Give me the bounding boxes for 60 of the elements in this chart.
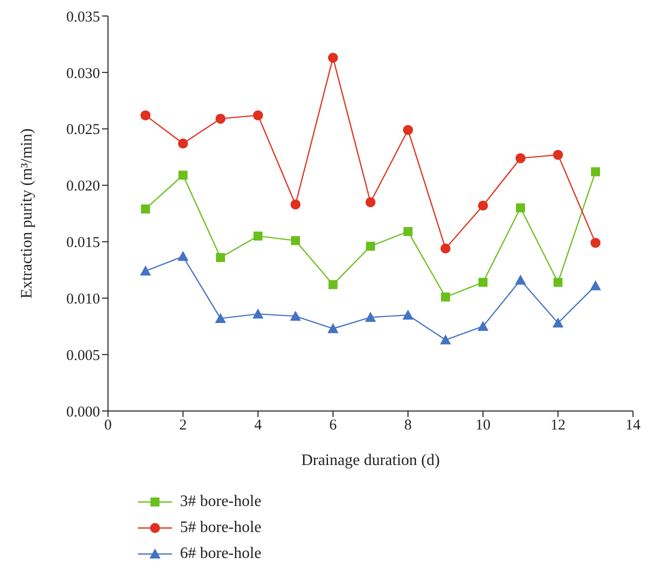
point — [402, 310, 414, 320]
x-tick-label: 4 — [254, 418, 262, 434]
y-tick-label: 0.035 — [66, 9, 100, 26]
x-tick-label: 12 — [550, 418, 566, 434]
point — [178, 138, 188, 149]
point — [328, 280, 338, 290]
y-tick-label: 0.020 — [66, 178, 100, 195]
point — [328, 323, 338, 334]
point — [291, 236, 300, 246]
point — [365, 312, 376, 322]
point — [141, 204, 150, 214]
point — [478, 278, 488, 287]
point — [590, 280, 601, 290]
point — [328, 52, 338, 63]
point — [290, 199, 300, 210]
point — [554, 278, 562, 287]
legend-label: 3# bore-hole — [180, 492, 262, 512]
point — [515, 274, 526, 285]
x-tick-label: 10 — [476, 418, 490, 434]
point — [478, 320, 488, 331]
point — [178, 250, 188, 261]
point — [441, 292, 450, 302]
x-tick-label: 8 — [404, 418, 412, 434]
point — [403, 124, 413, 135]
point — [252, 308, 264, 318]
y-tick-label: 0.015 — [66, 235, 100, 252]
point — [516, 203, 525, 212]
x-tick-label: 6 — [329, 418, 338, 434]
y-axis-title: Extraction purity (m³/min) — [18, 128, 36, 299]
point — [140, 110, 150, 120]
point — [440, 334, 451, 344]
legend-label: 5# bore-hole — [180, 518, 262, 538]
point — [516, 153, 526, 164]
x-axis-title: Drainage duration (d) — [301, 452, 440, 469]
y-tick-label: 0.025 — [66, 122, 100, 138]
x-tick-label: 2 — [179, 418, 187, 434]
point — [553, 150, 563, 160]
point — [366, 197, 376, 208]
y-tick-label: 0.000 — [66, 404, 100, 420]
point — [478, 200, 488, 211]
x-tick-label: 14 — [626, 418, 641, 434]
point — [216, 114, 226, 124]
point — [366, 242, 375, 251]
point — [140, 266, 151, 276]
y-tick-label: 0.005 — [66, 348, 100, 364]
point — [216, 253, 225, 262]
point — [552, 317, 564, 328]
point — [215, 312, 226, 323]
point — [178, 170, 188, 180]
legend-label: 6# bore-hole — [180, 544, 262, 564]
y-tick-label: 0.030 — [66, 66, 100, 82]
point — [440, 243, 450, 254]
point — [404, 227, 412, 236]
x-tick-label: 0 — [104, 418, 112, 434]
point — [253, 110, 263, 120]
point — [590, 238, 600, 248]
point — [254, 232, 262, 241]
y-tick-label: 0.010 — [66, 291, 100, 308]
point — [591, 167, 600, 176]
point — [290, 310, 301, 321]
